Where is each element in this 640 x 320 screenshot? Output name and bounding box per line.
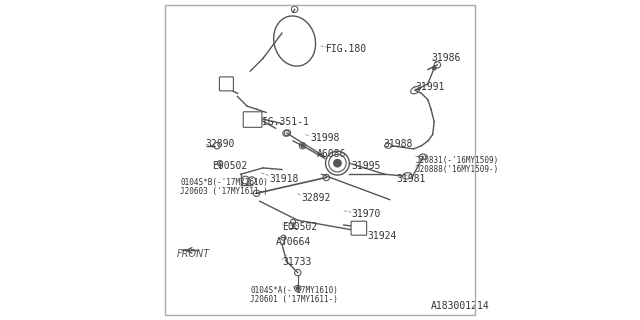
Text: 32890: 32890 — [206, 139, 235, 149]
Text: J20831(-'16MY1509): J20831(-'16MY1509) — [415, 156, 499, 164]
Text: 31970: 31970 — [352, 209, 381, 219]
Text: 31986: 31986 — [431, 53, 460, 63]
Circle shape — [301, 144, 304, 147]
Circle shape — [333, 159, 341, 167]
FancyBboxPatch shape — [351, 221, 367, 235]
Text: 31924: 31924 — [367, 231, 397, 241]
Text: J20888('16MY1509-): J20888('16MY1509-) — [415, 165, 499, 174]
Text: FIG.180: FIG.180 — [326, 44, 367, 54]
Text: 31733: 31733 — [282, 257, 311, 267]
Text: A70664: A70664 — [276, 237, 311, 247]
Text: 31995: 31995 — [352, 161, 381, 171]
Text: J20603 ('17MY1611-): J20603 ('17MY1611-) — [180, 187, 268, 196]
Text: 31981: 31981 — [396, 174, 426, 184]
Text: FRONT: FRONT — [177, 249, 210, 259]
Text: 31918: 31918 — [269, 174, 299, 184]
Text: A183001214: A183001214 — [431, 301, 490, 311]
Text: 31991: 31991 — [415, 82, 445, 92]
Text: E00502: E00502 — [212, 161, 248, 171]
Text: 0104S*A(-'17MY1610): 0104S*A(-'17MY1610) — [250, 285, 338, 295]
Circle shape — [432, 66, 436, 70]
Text: 0104S*B(-'17MY1610): 0104S*B(-'17MY1610) — [180, 178, 268, 187]
Circle shape — [296, 287, 300, 290]
Text: J20601 ('17MY1611-): J20601 ('17MY1611-) — [250, 295, 338, 304]
Text: 32892: 32892 — [301, 193, 330, 203]
FancyBboxPatch shape — [243, 112, 262, 127]
Text: 31998: 31998 — [310, 133, 340, 143]
FancyBboxPatch shape — [220, 77, 234, 91]
Text: E00502: E00502 — [282, 222, 317, 232]
Text: 31988: 31988 — [383, 139, 413, 149]
Text: FIG.351-1: FIG.351-1 — [257, 117, 309, 127]
Text: A6086: A6086 — [317, 149, 346, 159]
